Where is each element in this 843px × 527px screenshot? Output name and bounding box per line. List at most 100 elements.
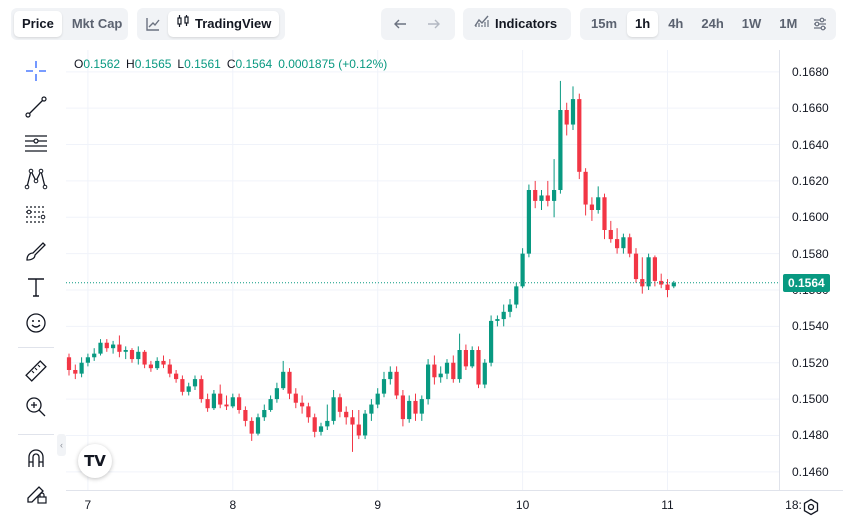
candle (457, 333, 462, 383)
time-axis[interactable]: 7 8 9 10 11 18: (66, 490, 843, 527)
candlestick-chart[interactable] (66, 50, 794, 490)
candle-body (129, 350, 135, 360)
interval-1m[interactable]: 1M (779, 16, 798, 31)
redo-arrow-icon[interactable] (418, 11, 450, 37)
lock-draw-icon[interactable] (20, 478, 52, 510)
candle-body (400, 395, 405, 420)
candle-body (243, 410, 248, 421)
collapse-toolbar-handle[interactable]: ‹ (57, 434, 66, 456)
interval-15m[interactable]: 15m (591, 16, 618, 31)
candle (489, 315, 494, 367)
chart-plot-area[interactable] (66, 50, 794, 490)
candle (243, 406, 248, 427)
candle (501, 304, 506, 327)
candle (281, 360, 286, 390)
candle (104, 339, 109, 352)
indicators-group: Indicators (463, 8, 571, 40)
price-axis[interactable]: 0.1680 0.1660 0.1640 0.1620 0.1600 0.1580 0.15… (779, 50, 843, 490)
price-tick-label: 0.1600 (792, 210, 829, 225)
ruler-icon[interactable] (20, 355, 52, 387)
candle (98, 339, 103, 356)
candle-body (274, 388, 279, 400)
time-tick-label: 9 (374, 498, 382, 512)
candle-body (230, 397, 235, 407)
price-tick-label: 0.1520 (792, 355, 829, 370)
candle (356, 410, 361, 440)
line-chart-icon[interactable] (140, 11, 166, 37)
candle (255, 413, 261, 436)
candle-body (92, 353, 97, 358)
horizontal-lines-icon[interactable] (20, 127, 52, 159)
brush-icon[interactable] (20, 235, 52, 267)
price-tab[interactable]: Price (14, 11, 62, 37)
interval-1h[interactable]: 1h (627, 11, 659, 37)
candle-body (633, 253, 639, 280)
candle-body (237, 397, 242, 410)
ohlc-low-value: 0.1561 (184, 57, 221, 71)
candle (300, 395, 305, 414)
candle-body (174, 373, 179, 380)
candle (306, 402, 311, 423)
candle-body (457, 350, 462, 380)
interval-1w[interactable]: 1W (741, 16, 762, 31)
candle (602, 193, 607, 240)
chart-settings-gear-icon[interactable] (800, 496, 822, 518)
fib-icon[interactable] (20, 199, 52, 231)
pattern-icon[interactable] (20, 163, 52, 195)
zoom-in-icon[interactable] (20, 391, 52, 423)
interval-4h[interactable]: 4h (668, 16, 684, 31)
candle-body (142, 351, 147, 365)
candle (451, 355, 456, 383)
candle-body (111, 344, 116, 349)
candle (211, 390, 216, 410)
price-tick-label: 0.1500 (792, 392, 829, 407)
undo-arrow-icon[interactable] (384, 11, 416, 37)
candle (186, 382, 191, 396)
candle-body (306, 406, 311, 418)
candle-body (363, 413, 368, 436)
settings-sliders-icon[interactable] (807, 11, 833, 37)
crosshair-icon[interactable] (20, 55, 52, 87)
candle (413, 393, 418, 421)
toolbar-divider (18, 434, 54, 435)
candle (659, 273, 664, 289)
candle (539, 190, 544, 210)
last-price-badge: 0.1564 (783, 273, 830, 292)
price-tick-label: 0.1460 (792, 464, 829, 479)
candle-body (615, 239, 620, 249)
candle (318, 422, 324, 436)
time-tick-label: 10 (515, 498, 530, 512)
candle-body (608, 230, 613, 240)
candle-body (451, 362, 456, 380)
text-icon[interactable] (20, 271, 52, 303)
tradingview-logo[interactable]: TV (78, 444, 112, 478)
candle (331, 390, 336, 425)
candle-body (117, 344, 122, 352)
emoji-icon[interactable] (20, 307, 52, 339)
candle-body (287, 371, 292, 394)
interval-24h[interactable]: 24h (701, 16, 724, 31)
candle (407, 395, 412, 423)
magnet-icon[interactable] (20, 442, 52, 474)
candle (363, 410, 368, 440)
candle (66, 353, 72, 376)
candle-body (463, 350, 468, 367)
candle (545, 180, 550, 207)
candle-body (73, 370, 78, 374)
candle-body (381, 379, 387, 394)
candle (136, 346, 141, 365)
candle-body (186, 386, 191, 392)
candle (161, 355, 166, 369)
candle-body (224, 404, 229, 407)
candle (123, 346, 128, 360)
candle-body (350, 417, 355, 425)
candle-body (552, 190, 557, 201)
indicators-button[interactable]: Indicators (466, 11, 565, 37)
mktcap-tab[interactable]: Mkt Cap (71, 16, 123, 31)
candle (167, 359, 172, 378)
candle-body (665, 284, 670, 290)
trend-line-icon[interactable] (20, 91, 52, 123)
candle-body (432, 364, 437, 378)
tradingview-tab[interactable]: TradingView (168, 11, 280, 37)
candle-body (577, 99, 582, 172)
